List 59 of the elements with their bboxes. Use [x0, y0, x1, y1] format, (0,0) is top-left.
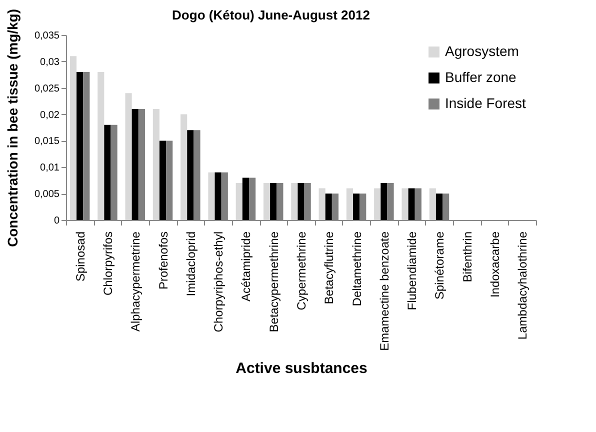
bar: [263, 183, 270, 220]
x-tick-label: Alphacypermetrine: [128, 231, 143, 332]
y-tick-label: 0: [54, 216, 60, 226]
x-tick-label: Cypermethrine: [294, 231, 308, 310]
x-tick-label: Spinosad: [73, 232, 88, 282]
y-tick-label: 0,025: [34, 83, 60, 94]
x-tick-label: Betacyflutrine: [322, 231, 336, 304]
x-tick-label: Deltamethrine: [350, 231, 364, 306]
x-tick-label: Chorpyriphos-ethyl: [212, 232, 226, 332]
bar: [270, 183, 277, 220]
bar: [291, 183, 298, 220]
y-tick-label: 0,005: [34, 189, 60, 200]
bar: [104, 124, 111, 220]
bar: [429, 188, 436, 220]
x-tick-label: Bifenthrin: [460, 232, 474, 282]
bar: [318, 188, 326, 220]
bar: [98, 72, 104, 220]
x-tick-label: Imidacloprid: [184, 232, 198, 296]
bar: [325, 194, 332, 220]
legend-label: Agrosystem: [445, 43, 519, 59]
bar: [374, 188, 381, 220]
x-tick-label: Flubendiamide: [405, 231, 420, 310]
bar: [180, 114, 188, 220]
bar: [380, 183, 388, 220]
y-tick-label: 0,03: [40, 56, 60, 68]
x-tick-label: Emamectine benzoate: [377, 231, 392, 351]
bar: [208, 172, 215, 220]
bar: [236, 183, 242, 220]
x-tick-label: Acétamipride: [239, 231, 254, 302]
bar: [214, 172, 222, 220]
y-tick-label: 0,01: [40, 162, 60, 174]
x-tick-label: Profenofos: [156, 232, 170, 290]
legend-label: Inside Forest: [445, 95, 526, 111]
bar: [70, 56, 77, 220]
bar: [408, 188, 415, 220]
y-axis-title: Concentration in bee tissue (mg/kg): [4, 8, 20, 248]
y-tick-label: 0,015: [34, 136, 60, 148]
y-tick-label: 0,02: [40, 110, 60, 121]
x-tick-label: Lambdacyhalothrine: [516, 231, 530, 340]
x-tick-label: Chlorpyrifos: [100, 232, 115, 296]
bar: [436, 194, 443, 220]
bar: [76, 72, 84, 220]
chart-title: Dogo (Kétou) June-August 2012: [172, 7, 370, 22]
bar: [132, 109, 138, 220]
bar: [353, 194, 360, 220]
bar: [125, 93, 132, 220]
bar: [159, 140, 166, 220]
x-tick-label: Spinétorame: [432, 231, 447, 300]
x-axis-title: Active susbtances: [236, 360, 368, 377]
bar: [402, 188, 408, 220]
legend-label: Buffer zone: [445, 69, 517, 85]
bar: [346, 188, 354, 220]
bar: [242, 178, 249, 220]
bar: [298, 183, 304, 220]
y-tick-label: 0,035: [34, 30, 60, 42]
bar: [187, 130, 194, 220]
x-tick-label: Betacypermethrine: [266, 231, 281, 332]
bar: [152, 109, 160, 220]
x-tick-label: Indoxacarbe: [488, 231, 502, 298]
